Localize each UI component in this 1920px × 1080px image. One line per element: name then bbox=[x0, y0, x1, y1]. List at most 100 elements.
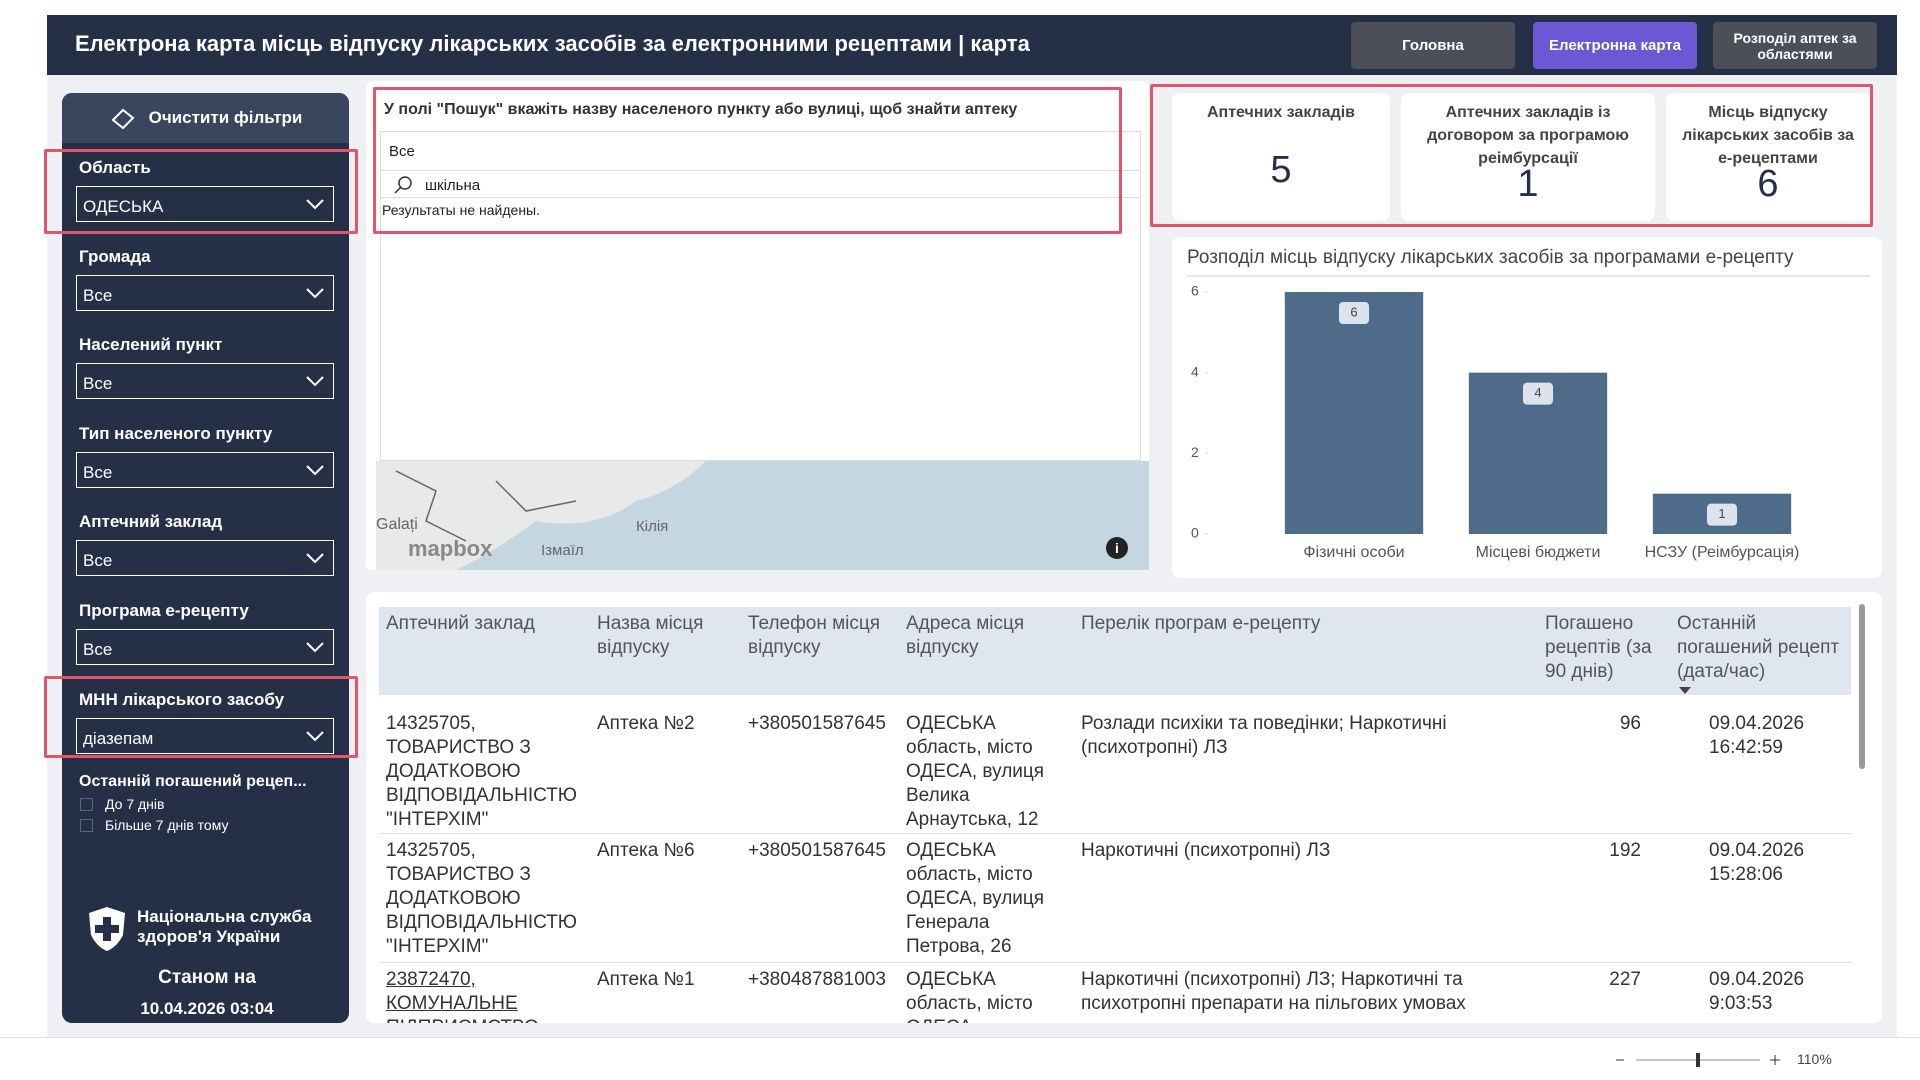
cell: +380501587645 bbox=[748, 840, 886, 861]
column-header[interactable]: Назва місця відпуску bbox=[597, 613, 704, 658]
chart-card bbox=[1172, 237, 1882, 578]
cell: 14325705, ТОВАРИСТВО З ДОДАТКОВОЮ ВІДПОВ… bbox=[386, 713, 577, 830]
svg-text:i: i bbox=[1115, 540, 1119, 556]
no-results: Результаты не найдены. bbox=[382, 202, 541, 218]
chevron bbox=[306, 465, 324, 476]
scrollbar[interactable] bbox=[1859, 604, 1865, 769]
cell: 14325705, ТОВАРИСТВО З ДОДАТКОВОЮ ВІДПОВ… bbox=[386, 840, 577, 957]
nav-button[interactable]: Розподіл аптек за областями bbox=[1713, 22, 1877, 69]
filter-dropdown[interactable]: ОДЕСЬКА bbox=[76, 186, 334, 222]
sort-arrow bbox=[1679, 687, 1691, 694]
row-divider bbox=[379, 962, 1851, 963]
map-label: Ізмаїл bbox=[541, 542, 584, 559]
search-input[interactable]: шкільна bbox=[380, 170, 1141, 198]
column-header[interactable]: Останній погашений рецепт (дата/час) bbox=[1677, 613, 1840, 682]
chevron bbox=[306, 199, 324, 210]
kpi-card: Місць відпуску лікарських засобів за е-р… bbox=[1666, 93, 1870, 221]
column-header[interactable]: Телефон місця відпуску bbox=[748, 613, 881, 658]
highlight bbox=[44, 149, 358, 234]
clear-label: Очистити фільтри bbox=[148, 108, 303, 127]
checkbox[interactable] bbox=[80, 798, 93, 811]
map-logo: mapbox bbox=[408, 536, 493, 561]
cell: 227 bbox=[1609, 969, 1641, 990]
option: Більше 7 днів тому bbox=[105, 817, 229, 833]
cell: Аптека №6 bbox=[597, 840, 695, 861]
chevron bbox=[306, 730, 324, 742]
zoom: 110% bbox=[1797, 1051, 1832, 1067]
column-header[interactable]: Аптечний заклад bbox=[386, 613, 535, 634]
clear-filters[interactable]: Очистити фільтри bbox=[62, 93, 349, 143]
filter-dropdown[interactable]: Все bbox=[76, 540, 334, 577]
cell: 09.04.2026 15:28:06 bbox=[1709, 840, 1805, 885]
org-name: Національна служба здоров'я України bbox=[137, 907, 312, 946]
query: шкільна bbox=[425, 177, 481, 194]
table-header bbox=[379, 607, 1851, 695]
cell: ОДЕСЬКА область, місто ОДЕСА, вулиця Ген… bbox=[906, 840, 1045, 957]
kpi-label: Місць відпуску лікарських засобів за е-р… bbox=[1682, 104, 1854, 167]
chevron bbox=[306, 376, 324, 387]
cell: 09.04.2026 16:42:59 bbox=[1709, 713, 1805, 758]
kpi-card: Аптечних закладів 5 bbox=[1172, 93, 1390, 221]
filter-label: Населений пункт bbox=[79, 335, 223, 355]
cell: 96 bbox=[1619, 713, 1641, 734]
nav-button[interactable]: Електронна карта bbox=[1533, 22, 1697, 69]
eraser-icon bbox=[111, 108, 135, 130]
cell: 09.04.2026 9:03:53 bbox=[1709, 969, 1805, 1014]
search-icon bbox=[394, 176, 412, 194]
map-label: Galați bbox=[376, 516, 418, 533]
cell: Розлади психіки та поведінки; Наркотичні… bbox=[1081, 713, 1447, 758]
filter-dropdown[interactable]: Все bbox=[76, 451, 334, 488]
filter-label: Громада bbox=[79, 246, 151, 266]
filter-label: Аптечний заклад bbox=[79, 512, 223, 532]
map: Galați Ізмаїл Кілія mapbox i bbox=[376, 461, 1149, 570]
sidebar bbox=[62, 93, 349, 1023]
highlight bbox=[44, 676, 358, 758]
highlight bbox=[1150, 84, 1873, 227]
filter-label: Область bbox=[79, 158, 151, 177]
column-header[interactable]: Перелік програм е-рецепту bbox=[1081, 613, 1321, 634]
highlight bbox=[373, 87, 1122, 234]
cell: 23872470, КОМУНАЛЬНЕ ПІДПРИЄМСТВО bbox=[386, 969, 539, 1023]
search-dropdown bbox=[380, 131, 1141, 461]
selected[interactable]: Все bbox=[389, 143, 415, 160]
cell: ОДЕСЬКА область, місто ОДЕСА, вулиця Вел… bbox=[906, 713, 1045, 830]
kpi-label: Аптечних закладів із договором за програ… bbox=[1427, 104, 1629, 167]
chevron bbox=[306, 642, 324, 653]
column-header[interactable]: Погашено рецептів (за 90 днів) bbox=[1545, 613, 1652, 682]
cell: Аптека №1 bbox=[597, 969, 695, 990]
cell: +380501587645 bbox=[748, 713, 886, 734]
row-divider bbox=[379, 833, 1851, 834]
checkbox[interactable] bbox=[80, 819, 93, 832]
table-card: Аптечний заклад Назва місця відпуску Телеф… bbox=[366, 592, 1882, 1023]
column-header[interactable]: Адреса місця відпуску bbox=[906, 613, 1025, 658]
cell: ОДЕСЬКА область, місто ОДЕСА bbox=[906, 969, 1033, 1023]
nav-button[interactable]: Головна bbox=[1351, 22, 1515, 69]
filter-label: МНН лікарського засобу bbox=[79, 689, 285, 709]
cell: +380487881003 bbox=[748, 969, 886, 990]
footer: 110% bbox=[0, 1037, 1920, 1080]
logo bbox=[89, 907, 125, 951]
option: До 7 днів bbox=[105, 796, 165, 812]
cell: Наркотичні (психотропні) ЛЗ bbox=[1081, 840, 1331, 861]
search-hint: У полі "Пошук" вкажіть назву населеного … bbox=[384, 101, 1018, 118]
cell: Наркотичні (психотропні) ЛЗ; Наркотичні … bbox=[1081, 969, 1466, 1014]
chevron bbox=[306, 553, 324, 564]
zoom-slider[interactable] bbox=[1610, 1048, 1790, 1072]
filter-dropdown[interactable]: Все bbox=[76, 629, 334, 665]
as-of-label: Станом на bbox=[158, 967, 256, 988]
filter-dropdown[interactable]: Все bbox=[76, 274, 334, 311]
kpi-card: Аптечних закладів із договором за програ… bbox=[1401, 93, 1655, 221]
filter-label: Програма е-рецепту bbox=[79, 601, 249, 620]
kpi-value: 6 bbox=[1757, 163, 1779, 205]
title: Електрона карта місць відпуску лікарськи… bbox=[75, 31, 1030, 56]
chevron bbox=[306, 287, 324, 299]
cell: Аптека №2 bbox=[597, 713, 695, 734]
kpi-value: 1 bbox=[1517, 163, 1539, 205]
kpi-value: 5 bbox=[1270, 149, 1292, 191]
cell: 192 bbox=[1609, 840, 1641, 861]
filter-dropdown[interactable]: Все bbox=[76, 363, 334, 400]
filter-label: Тип населеного пункту bbox=[79, 423, 273, 443]
filter-dropdown[interactable]: діазепам bbox=[76, 717, 334, 754]
map-label: Кілія bbox=[636, 518, 668, 535]
